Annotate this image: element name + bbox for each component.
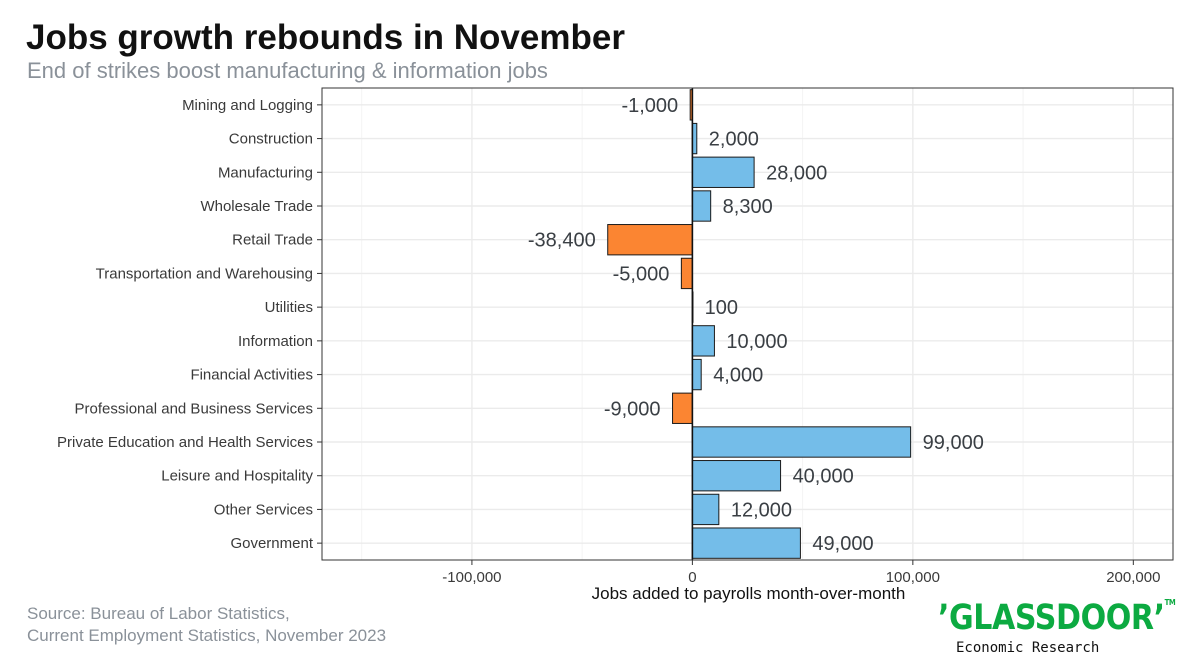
x-tick-label: 0 <box>688 569 696 586</box>
source-note: Source: Bureau of Labor Statistics, Curr… <box>27 603 386 647</box>
trademark-mark: TM <box>1164 598 1176 607</box>
data-label: 49,000 <box>812 533 873 555</box>
category-label: Other Services <box>214 501 313 518</box>
category-label: Manufacturing <box>218 164 313 181</box>
data-label: -1,000 <box>621 95 678 117</box>
bar <box>691 190 712 222</box>
bar <box>680 257 693 290</box>
source-line-2: Current Employment Statistics, November … <box>27 626 387 645</box>
x-tick-label: 100,000 <box>886 569 940 586</box>
brand-name: ’GLASSDOOR’ <box>938 598 1165 638</box>
bar <box>691 527 801 559</box>
logo-subtitle: Economic Research <box>956 640 1100 656</box>
category-label: Professional and Business Services <box>75 400 313 417</box>
bar <box>691 493 720 526</box>
x-axis-title: Jobs added to payrolls month-over-month <box>592 584 906 603</box>
bar <box>672 392 693 424</box>
data-label: -5,000 <box>613 263 670 285</box>
category-label: Retail Trade <box>232 232 313 249</box>
chart-subtitle: End of strikes boost manufacturing & inf… <box>27 58 548 83</box>
bar <box>691 358 702 391</box>
category-label: Mining and Logging <box>182 97 313 114</box>
data-label: -9,000 <box>604 398 661 420</box>
data-label: 40,000 <box>793 466 854 488</box>
category-label: Construction <box>229 131 313 148</box>
category-label: Wholesale Trade <box>200 198 313 215</box>
bar <box>691 460 782 492</box>
plot-border <box>321 87 1174 561</box>
data-label: 100 <box>705 297 738 319</box>
category-label: Financial Activities <box>190 367 313 384</box>
category-label: Private Education and Health Services <box>57 434 313 451</box>
data-label: 4,000 <box>713 365 763 387</box>
data-label: 28,000 <box>766 162 827 184</box>
bar <box>607 224 693 256</box>
data-label: -38,400 <box>528 230 596 252</box>
bar <box>691 156 755 188</box>
bar <box>691 325 715 357</box>
data-label: 12,000 <box>731 499 792 521</box>
x-tick-label: 200,000 <box>1106 569 1160 586</box>
bar <box>691 426 912 458</box>
glassdoor-wordmark: ’GLASSDOOR’TM <box>938 598 1176 638</box>
source-line-1: Source: Bureau of Labor Statistics, <box>27 604 290 623</box>
x-tick-label: -100,000 <box>442 569 501 586</box>
data-label: 10,000 <box>726 331 787 353</box>
category-label: Transportation and Warehousing <box>96 265 313 282</box>
data-label: 8,300 <box>723 196 773 218</box>
category-label: Information <box>238 333 313 350</box>
category-label: Leisure and Hospitality <box>161 468 313 485</box>
chart-title: Jobs growth rebounds in November <box>26 18 625 57</box>
category-label: Utilities <box>265 299 313 316</box>
data-label: 2,000 <box>709 129 759 151</box>
data-label: 99,000 <box>923 432 984 454</box>
glassdoor-logo: ’GLASSDOOR’TM Economic Research <box>938 598 1176 656</box>
category-label: Government <box>230 535 313 552</box>
